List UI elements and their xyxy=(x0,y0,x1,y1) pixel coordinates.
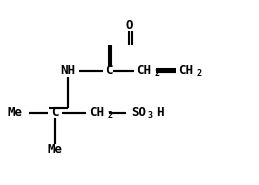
Text: C: C xyxy=(52,106,59,119)
Text: C: C xyxy=(105,64,113,77)
Text: 3: 3 xyxy=(148,111,153,120)
Text: CH: CH xyxy=(136,64,151,77)
Text: H: H xyxy=(156,106,163,119)
Text: Me: Me xyxy=(8,106,23,119)
Text: CH: CH xyxy=(89,106,104,119)
Text: 2: 2 xyxy=(197,69,202,78)
Text: CH: CH xyxy=(178,64,193,77)
Text: O: O xyxy=(126,18,133,32)
Text: Me: Me xyxy=(48,143,63,156)
Text: SO: SO xyxy=(131,106,146,119)
Text: 2: 2 xyxy=(107,111,112,120)
Text: NH: NH xyxy=(61,64,76,77)
Text: 2: 2 xyxy=(155,69,160,78)
